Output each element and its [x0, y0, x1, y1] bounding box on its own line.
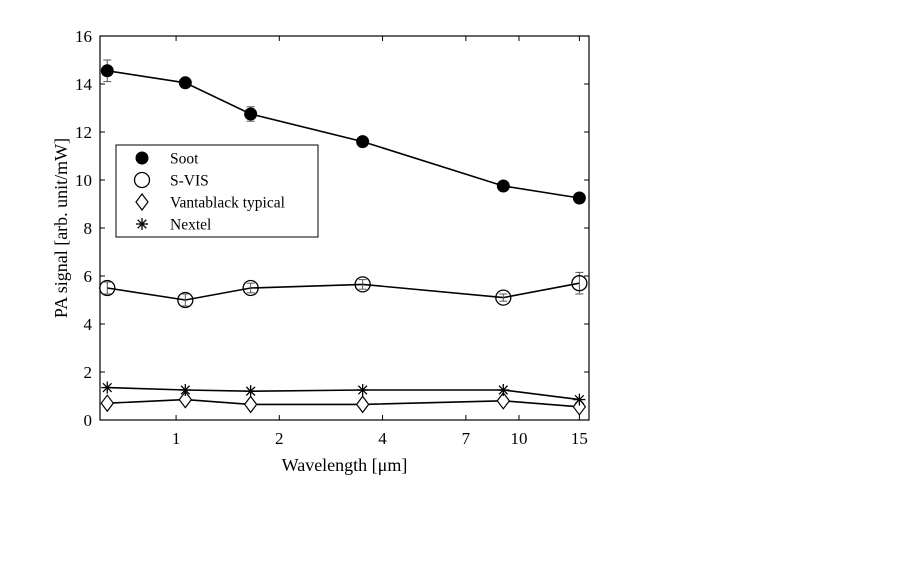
data-point [135, 193, 149, 211]
legend-entry: Vantablack typical [135, 193, 285, 212]
data-point [497, 384, 510, 396]
data-point [178, 76, 192, 90]
y-tick-label: 4 [84, 315, 93, 334]
asterisk-stroke [245, 386, 256, 396]
y-tick-label: 8 [84, 219, 93, 238]
data-point [177, 291, 194, 309]
series-vantablack-typical [100, 390, 587, 416]
x-tick-label: 1 [172, 429, 181, 448]
data-point [101, 381, 114, 394]
x-tick-label: 10 [511, 429, 528, 448]
data-point [178, 390, 193, 409]
y-tick-label: 12 [75, 123, 92, 142]
legend-box [115, 144, 319, 238]
y-tick-label: 0 [84, 411, 93, 430]
legend-entry: S-VIS [133, 171, 209, 190]
data-point [572, 191, 586, 205]
data-point [244, 385, 257, 398]
data-point [355, 395, 370, 414]
series-line [107, 398, 580, 408]
data-point [356, 135, 370, 149]
legend-entry: Nextel [136, 217, 211, 234]
data-point [179, 384, 192, 396]
y-tick-label: 16 [75, 27, 92, 46]
series-nextel [101, 381, 586, 406]
data-point [135, 151, 149, 165]
x-tick-label: 15 [571, 429, 588, 448]
y-tick-label: 6 [84, 267, 93, 286]
series-line [107, 282, 580, 301]
y-axis-ticks: 0 2 4 6 8 10 12 14 16 [75, 27, 589, 430]
data-point [243, 395, 258, 414]
data-point [100, 64, 114, 78]
legend-label: Nextel [170, 217, 211, 234]
series-s-vis [99, 271, 588, 309]
data-point [133, 171, 151, 189]
data-point [242, 279, 259, 297]
legend-label: Soot [170, 151, 199, 168]
data-point [571, 275, 588, 292]
data-point [495, 289, 512, 306]
x-axis-label: Wavelength [μm] [282, 455, 408, 475]
data-point [496, 179, 510, 193]
x-tick-label: 4 [378, 429, 387, 448]
data-point [136, 218, 148, 230]
y-tick-label: 10 [75, 171, 92, 190]
series-soot [100, 59, 586, 205]
asterisk-stroke [574, 394, 585, 405]
asterisk-stroke [357, 385, 368, 395]
data-point [100, 394, 115, 413]
x-tick-label: 2 [275, 429, 284, 448]
legend-entry: Soot [135, 151, 199, 168]
data-point [354, 276, 371, 293]
data-point [573, 393, 586, 406]
legend: Soot S-VIS Vantablack typical Nextel [115, 144, 319, 238]
x-tick-label: 7 [462, 429, 471, 448]
series-line [107, 70, 580, 199]
data-series [99, 59, 588, 416]
data-point [244, 107, 258, 121]
asterisk-stroke [137, 219, 147, 229]
legend-label: Vantablack typical [170, 195, 285, 212]
series-line [107, 386, 580, 401]
legend-label: S-VIS [170, 173, 209, 190]
y-axis-label: PA signal [arb. unit/mW] [51, 138, 71, 318]
asterisk-stroke [498, 385, 509, 395]
y-tick-label: 14 [75, 75, 93, 94]
data-point [496, 391, 511, 410]
asterisk-stroke [102, 382, 113, 393]
y-tick-label: 2 [84, 363, 93, 382]
asterisk-stroke [180, 385, 191, 395]
x-axis-ticks: 1 2 4 7 10 15 [172, 36, 588, 448]
data-point [356, 384, 369, 396]
data-point [99, 279, 116, 297]
